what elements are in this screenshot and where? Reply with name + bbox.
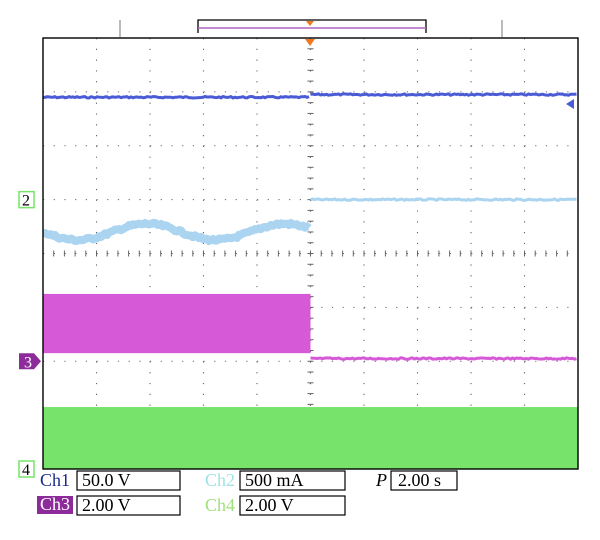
ch3-trace	[310, 356, 577, 361]
timebase-label: P	[375, 470, 387, 490]
ch3-badge	[37, 496, 73, 514]
ch3-trace-band	[43, 293, 311, 354]
ch2-marker-label: 2	[22, 193, 30, 210]
ch2-trace	[41, 218, 312, 245]
ch2-scale: 500 mA	[245, 470, 304, 490]
ch3-name: Ch3	[40, 494, 70, 514]
ch3-scale-box	[76, 495, 181, 516]
waveforms	[41, 92, 578, 469]
ch1-scale: 50.0 V	[82, 470, 131, 490]
ch3-marker-label: 3	[24, 354, 32, 371]
ch4-marker-badge	[18, 460, 35, 478]
ch2-name: Ch2	[205, 470, 235, 490]
record-position-indicator	[119, 19, 503, 37]
timebase-box	[390, 470, 458, 491]
plot-frame	[42, 37, 579, 470]
channel-markers: 2 3 4	[18, 190, 41, 479]
ch1-trace	[310, 92, 577, 97]
graticule	[43, 38, 578, 469]
trigger-level-icon	[566, 99, 574, 109]
trigger-position-icon	[306, 21, 314, 26]
ch4-marker-label: 4	[22, 462, 30, 479]
channel-readout: Ch1 50.0 V Ch2 500 mA P 2.00 s Ch3 2.00 …	[37, 470, 458, 516]
ch2-marker-badge	[18, 190, 35, 209]
record-window-bracket	[197, 19, 427, 33]
ch1-trace	[42, 95, 310, 100]
trigger-marker-icon	[305, 39, 315, 46]
ch1-scale-box	[76, 470, 181, 491]
ch3-marker-badge	[19, 353, 41, 370]
ch4-name: Ch4	[205, 495, 235, 515]
ch2-scale-box	[239, 470, 346, 491]
ch4-scale: 2.00 V	[245, 495, 294, 515]
ch4-trace-band	[43, 407, 578, 469]
ch2-trace	[309, 197, 577, 202]
ch4-scale-box	[239, 495, 346, 516]
timebase-scale: 2.00 s	[398, 470, 441, 490]
ch1-name: Ch1	[40, 470, 70, 490]
ch3-scale: 2.00 V	[82, 495, 131, 515]
